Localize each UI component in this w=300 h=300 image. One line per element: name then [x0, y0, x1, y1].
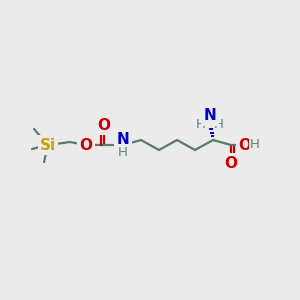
Text: H: H — [250, 139, 260, 152]
Text: N: N — [204, 109, 216, 124]
Text: O: O — [224, 155, 238, 170]
Text: Si: Si — [40, 137, 56, 152]
Text: O: O — [80, 137, 92, 152]
Text: O: O — [238, 137, 251, 152]
Text: H: H — [196, 118, 206, 130]
Text: N: N — [117, 133, 129, 148]
Text: O: O — [98, 118, 110, 133]
Text: H: H — [118, 146, 128, 158]
Text: H: H — [214, 118, 224, 130]
